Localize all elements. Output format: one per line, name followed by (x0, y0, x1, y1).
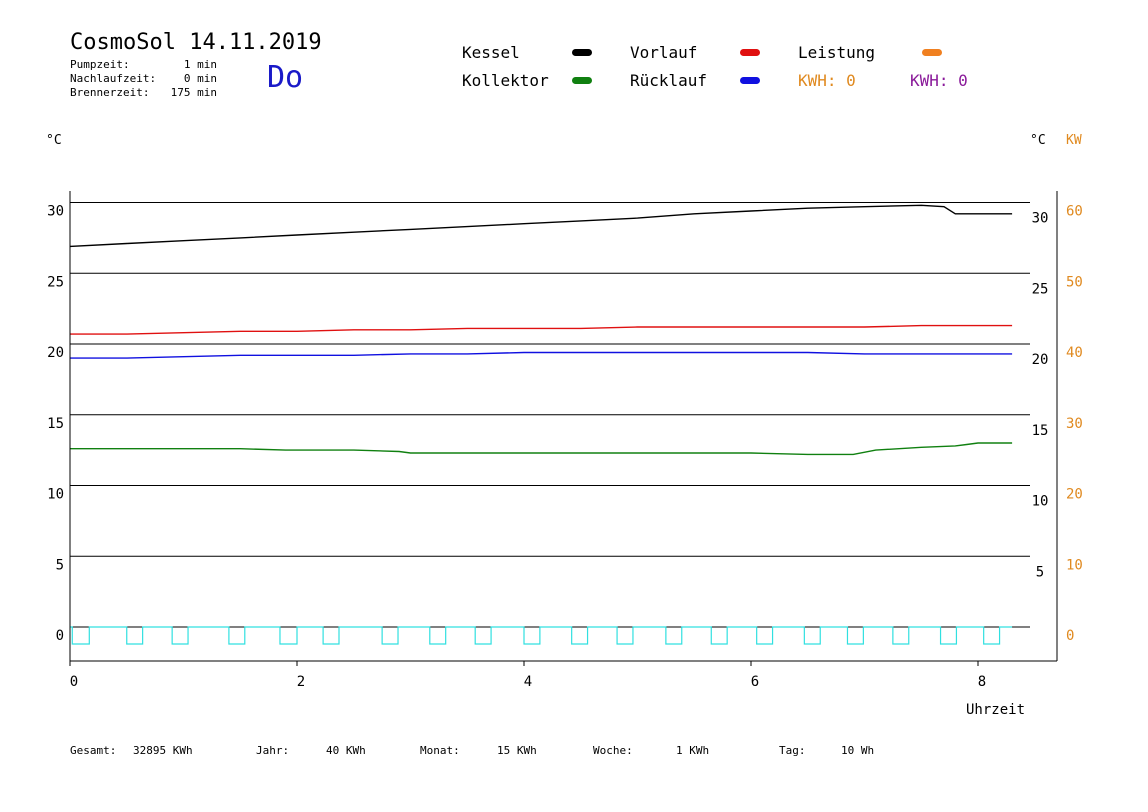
x-tick-label-0: 0 (70, 674, 78, 690)
y-tick-label-left-25: 25 (47, 274, 64, 290)
y-tick-label-left-0: 0 (56, 628, 64, 644)
y-tick-label-left-20: 20 (47, 345, 64, 361)
weekday-label: Do (267, 60, 304, 95)
legend-kwh-2: KWH: 0 (910, 71, 968, 90)
kw-tick-label-40: 40 (1066, 345, 1083, 361)
footer-value-monat: 15 KWh (497, 744, 537, 757)
series-kollektor (70, 442, 1013, 456)
footer-label-woche: Woche: (593, 744, 633, 757)
footer-value-woche: 1 KWh (676, 744, 710, 757)
legend-label-leistung: Leistung (798, 43, 876, 62)
y-tick-label-right-15: 15 (1032, 423, 1049, 439)
left-axis-unit: °C (46, 133, 62, 148)
footer-label-gesamt: Gesamt: (70, 744, 117, 757)
kw-tick-label-10: 10 (1066, 557, 1083, 573)
x-tick-label-2: 2 (297, 674, 305, 690)
series-leistung (70, 626, 1013, 645)
x-tick-label-4: 4 (524, 674, 532, 690)
kw-tick-label-20: 20 (1066, 487, 1083, 503)
series-vorlauf (70, 324, 1013, 335)
page-title: CosmoSol 14.11.2019 (70, 30, 322, 55)
legend-label-vorlauf: Vorlauf (630, 43, 698, 62)
y-tick-label-right-5: 5 (1036, 564, 1044, 580)
legend-swatch-ruecklauf (740, 77, 760, 84)
x-tick-label-8: 8 (978, 674, 986, 690)
y-tick-label-left-15: 15 (47, 416, 64, 432)
x-axis-title: Uhrzeit (966, 702, 1026, 718)
x-tick-label-6: 6 (751, 674, 759, 690)
y-tick-label-left-10: 10 (47, 487, 64, 503)
right-axis-unit-kw: KW (1066, 133, 1082, 148)
footer-value-gesamt: 32895 KWh (133, 744, 193, 757)
footer-value-tag: 10 Wh (841, 744, 875, 757)
legend-kwh-1: KWH: 0 (798, 71, 856, 90)
right-axis-unit-c: °C (1030, 133, 1046, 148)
footer-value-jahr: 40 KWh (326, 744, 366, 757)
info-value-brennerzeit: 175 min (170, 86, 217, 99)
legend-swatch-vorlauf (740, 49, 760, 56)
info-label-pumpzeit: Pumpzeit: (70, 58, 130, 71)
info-label-brennerzeit: Brennerzeit: (70, 86, 150, 99)
info-value-pumpzeit: 1 min (183, 58, 217, 71)
info-label-nachlaufzeit: Nachlaufzeit: (70, 72, 157, 85)
legend-swatch-leistung (922, 49, 942, 56)
legend-label-ruecklauf: Rücklauf (630, 71, 708, 90)
legend-label-kessel: Kessel (462, 43, 520, 62)
y-tick-label-right-25: 25 (1032, 281, 1049, 297)
footer-label-tag: Tag: (779, 744, 806, 757)
legend-swatch-kessel (572, 49, 592, 56)
kw-tick-label-30: 30 (1066, 416, 1083, 432)
y-tick-label-right-30: 30 (1032, 211, 1049, 227)
series-r-cklauf (70, 351, 1013, 359)
kw-tick-label-50: 50 (1066, 274, 1083, 290)
y-tick-label-right-10: 10 (1032, 494, 1049, 510)
y-tick-label-left-5: 5 (56, 557, 64, 573)
info-value-nachlaufzeit: 0 min (183, 72, 217, 85)
legend-label-kollektor: Kollektor (462, 71, 549, 90)
series-kessel (69, 204, 1013, 248)
kw-tick-label-0: 0 (1066, 628, 1074, 644)
kw-tick-label-60: 60 (1066, 204, 1083, 220)
y-tick-label-left-30: 30 (47, 204, 64, 220)
legend-swatch-kollektor (572, 77, 592, 84)
y-tick-label-right-20: 20 (1032, 352, 1049, 368)
footer-label-monat: Monat: (420, 744, 460, 757)
footer-label-jahr: Jahr: (256, 744, 290, 757)
